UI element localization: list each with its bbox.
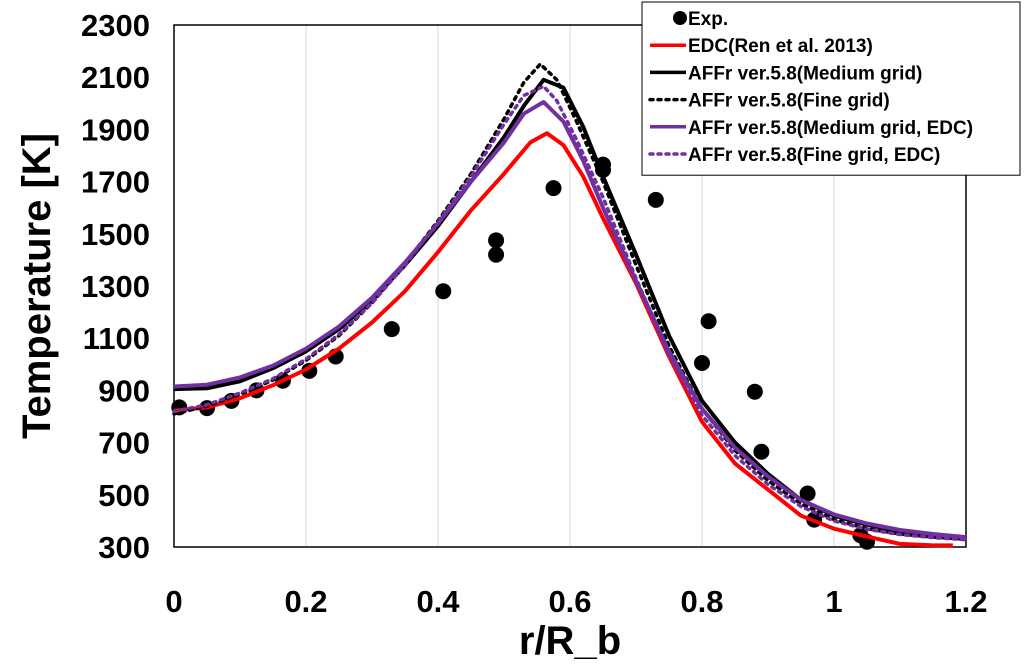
y-tick-label: 1100	[83, 321, 150, 356]
legend-label: AFFr ver.5.8(Fine grid, EDC)	[688, 145, 940, 166]
exp-data-point	[694, 354, 710, 371]
y-tick-label: 700	[98, 426, 150, 461]
legend-item-1: EDC(Ren et al. 2013)	[650, 36, 873, 57]
legend: Exp. EDC(Ren et al. 2013) AFFr ver.5.8(Med…	[641, 1, 1021, 176]
y-tick-label: 300	[98, 530, 150, 565]
y-tick-label: 2100	[81, 60, 150, 95]
exp-data-point	[488, 232, 505, 249]
legend-item-0: Exp.	[673, 9, 728, 30]
exp-data-point	[746, 383, 763, 400]
y-tick-label: 2300	[81, 8, 150, 43]
y-tick-label: 1700	[81, 165, 150, 200]
y-tick-label: 1500	[81, 217, 150, 252]
x-tick-label: 0	[165, 584, 182, 619]
exp-data-point	[545, 180, 562, 197]
legend-label: Exp.	[688, 9, 728, 30]
y-tick-label: 1900	[81, 112, 150, 147]
x-tick-label: 1	[825, 584, 842, 619]
x-tick-label: 0.8	[680, 584, 723, 619]
legend-label: AFFr ver.5.8(Medium grid, EDC)	[688, 118, 973, 139]
legend-item-4: AFFr ver.5.8(Medium grid, EDC)	[650, 118, 973, 139]
legend-item-5: AFFr ver.5.8(Fine grid, EDC)	[648, 145, 940, 166]
legend-box	[641, 1, 1021, 176]
legend-label: AFFr ver.5.8(Fine grid)	[688, 91, 890, 112]
x-axis-title: r/R_b	[519, 619, 621, 663]
x-tick-label: 0.4	[416, 584, 460, 619]
exp-data-point	[383, 321, 400, 338]
series-1-line	[173, 131, 953, 548]
exp-data-point	[799, 485, 816, 502]
exp-data-point	[488, 246, 505, 263]
plot-area	[173, 24, 967, 548]
series-4-line	[173, 100, 967, 540]
tick-labels: 0 0.2 0.4 0.6 0.8 1 1.2 300 500 700 900 1100 1300 150…	[81, 8, 988, 619]
series-3-line	[172, 62, 968, 541]
y-tick-label: 1300	[81, 269, 150, 304]
exp-data-point	[647, 191, 664, 208]
series-5-line	[172, 84, 968, 542]
x-tick-label: 1.2	[944, 584, 987, 619]
series-group	[171, 62, 968, 550]
y-axis-title: Temperature [K]	[15, 133, 59, 439]
legend-label: EDC(Ren et al. 2013)	[688, 36, 873, 57]
y-tick-label: 900	[98, 373, 150, 408]
y-tick-label: 500	[98, 478, 150, 513]
exp-data-point	[700, 313, 717, 330]
x-tick-label: 0.2	[284, 584, 327, 619]
legend-label: AFFr ver.5.8(Medium grid)	[688, 63, 922, 84]
exp-data-point	[435, 283, 452, 300]
legend-item-3: AFFr ver.5.8(Fine grid)	[648, 91, 890, 112]
legend-item-2: AFFr ver.5.8(Medium grid)	[650, 63, 922, 84]
x-tick-label: 0.6	[548, 584, 591, 619]
exp-data-point	[753, 443, 770, 460]
legend-marker	[673, 11, 687, 25]
